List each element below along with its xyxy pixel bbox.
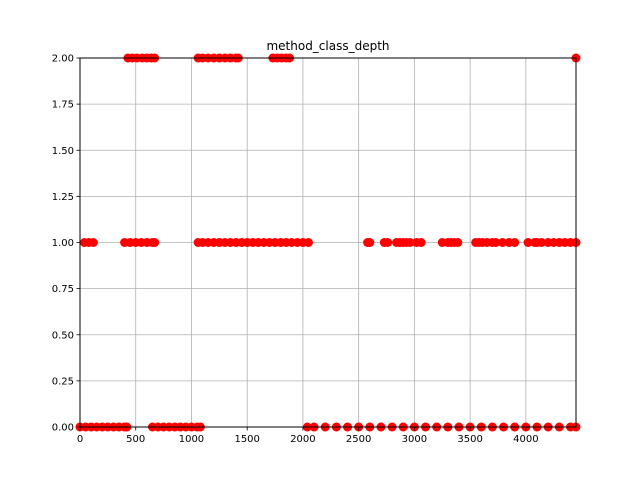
data-point [150, 238, 160, 247]
data-point [536, 238, 546, 247]
y-tick-label: 1.50 [52, 146, 74, 157]
x-tick-label: 0 [77, 434, 83, 445]
y-tick-label: 0.50 [52, 330, 74, 341]
data-point [523, 238, 533, 247]
y-axis-ticks: 0.00 0.25 0.50 0.75 1.00 1.25 1.50 1.75 2.00 [52, 54, 80, 434]
y-tick-label: 1.00 [52, 238, 74, 249]
data-point [88, 238, 98, 247]
x-tick-label: 3000 [402, 434, 427, 445]
y-tick-label: 0.00 [52, 423, 74, 434]
y-tick-label: 2.00 [52, 54, 74, 65]
x-axis-ticks: 0 500 1000 1500 2000 2500 3000 3500 4000 [77, 427, 539, 445]
x-tick-label: 4000 [513, 434, 538, 445]
chart-title: method_class_depth [266, 39, 389, 53]
data-points [75, 53, 581, 432]
x-tick-label: 2000 [290, 434, 315, 445]
data-point [453, 238, 463, 247]
y-tick-label: 0.75 [52, 284, 74, 295]
data-point [510, 238, 520, 247]
data-point [303, 238, 313, 247]
y-tick-label: 1.75 [52, 100, 74, 111]
y-tick-label: 0.25 [52, 376, 74, 387]
data-point [491, 238, 501, 247]
data-point [416, 238, 426, 247]
x-tick-label: 1000 [179, 434, 204, 445]
x-tick-label: 2500 [346, 434, 371, 445]
data-point [405, 238, 415, 247]
x-tick-label: 1500 [234, 434, 259, 445]
data-point [497, 238, 507, 247]
x-tick-label: 500 [126, 434, 145, 445]
data-point [365, 238, 375, 247]
data-point [383, 238, 393, 247]
x-tick-label: 3500 [457, 434, 482, 445]
y-tick-label: 1.25 [52, 192, 74, 203]
